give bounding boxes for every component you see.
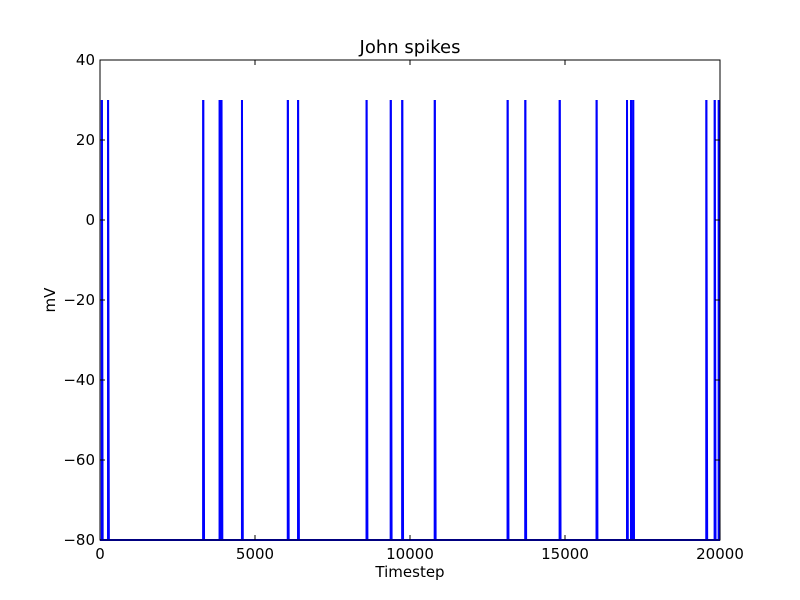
x-tick-label: 20000 bbox=[696, 545, 744, 563]
y-axis-label: mV bbox=[41, 287, 59, 313]
series-layer bbox=[100, 99, 721, 541]
y-tick-label: −80 bbox=[63, 531, 95, 549]
y-tick-label: 40 bbox=[76, 51, 95, 69]
y-tick-label: 20 bbox=[76, 131, 95, 149]
y-tick-label: −20 bbox=[63, 291, 95, 309]
x-axis-label: Timestep bbox=[374, 563, 444, 581]
chart-title: John spikes bbox=[359, 37, 461, 58]
x-tick-label: 15000 bbox=[541, 545, 589, 563]
x-tick-label: 10000 bbox=[386, 545, 434, 563]
ticks-layer: 0 5000 10000 15000 20000 40 20 0 −20 −40 −60 −80 bbox=[63, 51, 744, 563]
x-tick-label: 5000 bbox=[236, 545, 274, 563]
y-tick-label: −60 bbox=[63, 451, 95, 469]
y-tick-label: 0 bbox=[85, 211, 95, 229]
y-tick-label: −40 bbox=[63, 371, 95, 389]
x-tick-label: 0 bbox=[95, 545, 105, 563]
